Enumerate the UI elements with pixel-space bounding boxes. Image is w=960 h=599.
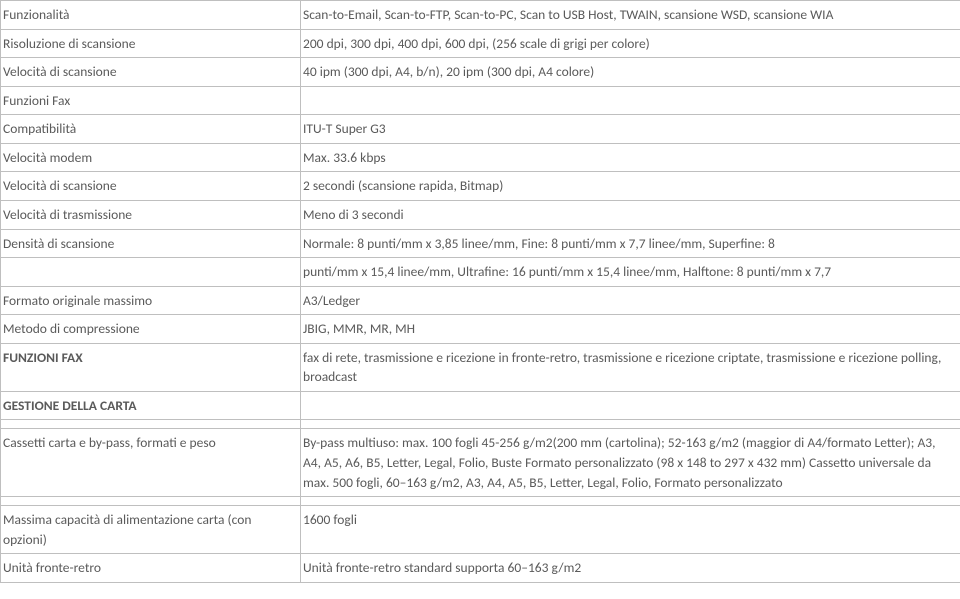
table-row: Velocità modemMax. 33.6 kbps [1,143,960,172]
spec-value: Meno di 3 secondi [301,200,960,229]
spec-value: Unità fronte-retro standard supporta 60–… [301,554,960,583]
spec-label: Velocità modem [1,143,301,172]
table-row: punti/mm x 15,4 linee/mm, Ultrafine: 16 … [1,258,960,287]
spec-value: 200 dpi, 300 dpi, 400 dpi, 600 dpi, (256… [301,29,960,58]
spec-label [1,258,301,287]
table-row: FUNZIONI FAXfax di rete, trasmissione e … [1,343,960,391]
spec-value [301,391,960,420]
spec-value [301,86,960,115]
table-row: Massima capacità di alimentazione carta … [1,506,960,554]
table-row: Funzioni Fax [1,86,960,115]
spec-value: 2 secondi (scansione rapida, Bitmap) [301,172,960,201]
spec-value [301,420,960,429]
table-row: Velocità di trasmissioneMeno di 3 second… [1,200,960,229]
spec-value: A3/Ledger [301,286,960,315]
spec-label: Velocità di trasmissione [1,200,301,229]
spec-value: Normale: 8 punti/mm x 3,85 linee/mm, Fin… [301,229,960,258]
table-row: Metodo di compressioneJBIG, MMR, MR, MH [1,315,960,344]
table-row: Cassetti carta e by-pass, formati e peso… [1,429,960,497]
spec-label: Velocità di scansione [1,172,301,201]
spec-label: Metodo di compressione [1,315,301,344]
spec-table: FunzionalitàScan-to-Email, Scan-to-FTP, … [0,0,960,583]
table-row: Velocità di scansione40 ipm (300 dpi, A4… [1,58,960,87]
spec-table-body: FunzionalitàScan-to-Email, Scan-to-FTP, … [1,1,960,583]
spec-label: Unità fronte-retro [1,554,301,583]
spec-value: fax di rete, trasmissione e ricezione in… [301,343,960,391]
spec-value: JBIG, MMR, MR, MH [301,315,960,344]
table-row: GESTIONE DELLA CARTA [1,391,960,420]
spec-value: Max. 33.6 kbps [301,143,960,172]
spec-label: FUNZIONI FAX [1,343,301,391]
spec-label: Funzionalità [1,1,301,30]
spec-value: 40 ipm (300 dpi, A4, b/n), 20 ipm (300 d… [301,58,960,87]
table-row: Formato originale massimoA3/Ledger [1,286,960,315]
table-row: Unità fronte-retroUnità fronte-retro sta… [1,554,960,583]
spec-value: 1600 fogli [301,506,960,554]
table-row [1,497,960,506]
spec-label: Compatibilità [1,115,301,144]
table-row: FunzionalitàScan-to-Email, Scan-to-FTP, … [1,1,960,30]
spec-value: Scan-to-Email, Scan-to-FTP, Scan-to-PC, … [301,1,960,30]
table-row: Densità di scansioneNormale: 8 punti/mm … [1,229,960,258]
spec-value: By-pass multiuso: max. 100 fogli 45-256 … [301,429,960,497]
table-row: Risoluzione di scansione200 dpi, 300 dpi… [1,29,960,58]
spec-label: Funzioni Fax [1,86,301,115]
spec-value: punti/mm x 15,4 linee/mm, Ultrafine: 16 … [301,258,960,287]
spec-label [1,420,301,429]
spec-label: Velocità di scansione [1,58,301,87]
spec-value: ITU-T Super G3 [301,115,960,144]
table-row: CompatibilitàITU-T Super G3 [1,115,960,144]
spec-label: Massima capacità di alimentazione carta … [1,506,301,554]
spec-label [1,497,301,506]
spec-label: Densità di scansione [1,229,301,258]
spec-label: Risoluzione di scansione [1,29,301,58]
spec-label: Cassetti carta e by-pass, formati e peso [1,429,301,497]
spec-value [301,497,960,506]
spec-label: Formato originale massimo [1,286,301,315]
spec-label: GESTIONE DELLA CARTA [1,391,301,420]
table-row: Velocità di scansione2 secondi (scansion… [1,172,960,201]
table-row [1,420,960,429]
